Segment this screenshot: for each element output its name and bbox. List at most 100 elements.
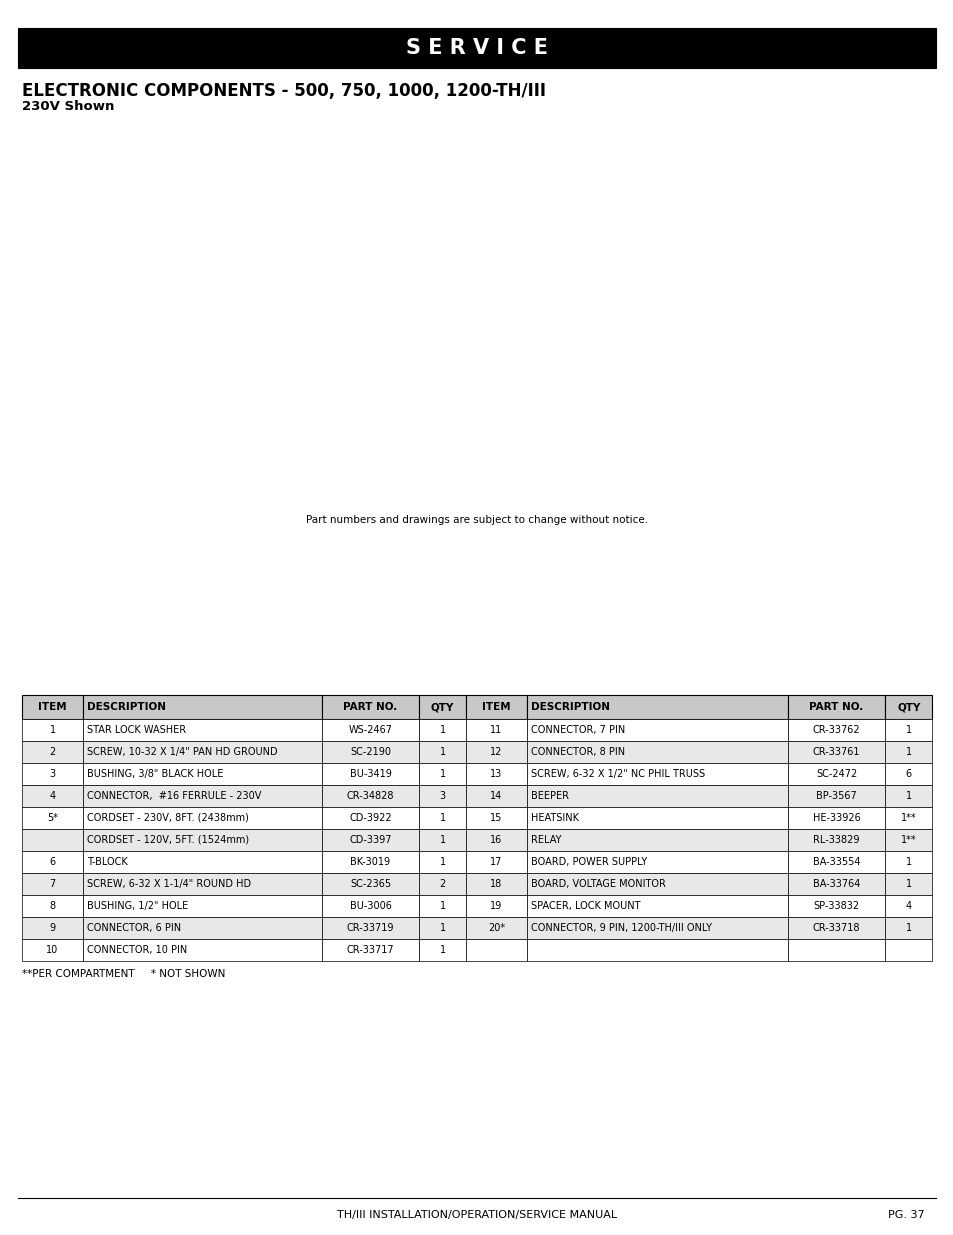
Bar bbox=[526, 918, 787, 939]
Bar bbox=[526, 873, 787, 895]
Text: 4: 4 bbox=[50, 790, 55, 802]
Text: 230V Shown: 230V Shown bbox=[22, 100, 114, 112]
Text: QTY: QTY bbox=[896, 701, 920, 713]
Text: 1**: 1** bbox=[900, 835, 916, 845]
Text: BUSHING, 3/8" BLACK HOLE: BUSHING, 3/8" BLACK HOLE bbox=[87, 769, 223, 779]
Bar bbox=[83, 895, 321, 918]
Bar bbox=[83, 785, 321, 806]
Bar bbox=[884, 785, 931, 806]
Text: BK-3019: BK-3019 bbox=[350, 857, 390, 867]
Bar bbox=[465, 939, 526, 961]
Text: 15: 15 bbox=[490, 813, 502, 823]
Text: CORDSET - 230V, 8FT. (2438mm): CORDSET - 230V, 8FT. (2438mm) bbox=[87, 813, 249, 823]
Bar bbox=[22, 806, 83, 829]
Text: BU-3006: BU-3006 bbox=[349, 902, 391, 911]
Text: CR-33718: CR-33718 bbox=[812, 923, 860, 932]
Bar bbox=[526, 763, 787, 785]
Text: 16: 16 bbox=[490, 835, 502, 845]
Text: CONNECTOR, 10 PIN: CONNECTOR, 10 PIN bbox=[87, 945, 187, 955]
Text: RL-33829: RL-33829 bbox=[813, 835, 859, 845]
Text: SPACER, LOCK MOUNT: SPACER, LOCK MOUNT bbox=[531, 902, 639, 911]
Bar bbox=[419, 851, 465, 873]
Bar bbox=[83, 918, 321, 939]
Text: BP-3567: BP-3567 bbox=[816, 790, 856, 802]
Bar bbox=[787, 806, 884, 829]
Text: 1**: 1** bbox=[900, 813, 916, 823]
Text: BA-33554: BA-33554 bbox=[812, 857, 860, 867]
Text: 1: 1 bbox=[439, 769, 445, 779]
Text: Part numbers and drawings are subject to change without notice.: Part numbers and drawings are subject to… bbox=[306, 515, 647, 525]
Text: CR-33717: CR-33717 bbox=[346, 945, 394, 955]
Text: 1: 1 bbox=[439, 923, 445, 932]
Bar bbox=[465, 785, 526, 806]
Bar bbox=[83, 806, 321, 829]
Text: BUSHING, 1/2" HOLE: BUSHING, 1/2" HOLE bbox=[87, 902, 188, 911]
Text: CR-33762: CR-33762 bbox=[812, 725, 860, 735]
Bar bbox=[465, 741, 526, 763]
Bar bbox=[321, 741, 419, 763]
Bar bbox=[419, 918, 465, 939]
Bar bbox=[18, 28, 935, 68]
Bar bbox=[419, 763, 465, 785]
Bar bbox=[321, 851, 419, 873]
Text: SP-33832: SP-33832 bbox=[813, 902, 859, 911]
Bar bbox=[884, 719, 931, 741]
Text: BA-33764: BA-33764 bbox=[812, 879, 860, 889]
Bar bbox=[22, 719, 83, 741]
Bar bbox=[321, 785, 419, 806]
Bar bbox=[787, 873, 884, 895]
Text: 2: 2 bbox=[50, 747, 55, 757]
Bar bbox=[419, 695, 465, 719]
Bar bbox=[465, 851, 526, 873]
Bar bbox=[465, 806, 526, 829]
Bar bbox=[884, 806, 931, 829]
Bar bbox=[22, 939, 83, 961]
Text: 17: 17 bbox=[490, 857, 502, 867]
Text: BEEPER: BEEPER bbox=[531, 790, 568, 802]
Bar bbox=[321, 806, 419, 829]
Text: BU-3419: BU-3419 bbox=[349, 769, 391, 779]
Text: CONNECTOR, 7 PIN: CONNECTOR, 7 PIN bbox=[531, 725, 624, 735]
Bar bbox=[22, 741, 83, 763]
Text: 3: 3 bbox=[439, 790, 445, 802]
Bar bbox=[465, 895, 526, 918]
Text: 1: 1 bbox=[439, 902, 445, 911]
Text: RELAY: RELAY bbox=[531, 835, 561, 845]
Text: ELECTRONIC COMPONENTS - 500, 750, 1000, 1200-TH/III: ELECTRONIC COMPONENTS - 500, 750, 1000, … bbox=[22, 82, 545, 100]
Bar bbox=[787, 895, 884, 918]
Text: 14: 14 bbox=[490, 790, 502, 802]
Bar bbox=[787, 785, 884, 806]
Text: 7: 7 bbox=[50, 879, 55, 889]
Bar bbox=[526, 806, 787, 829]
Text: 1: 1 bbox=[904, 725, 911, 735]
Text: CORDSET - 120V, 5FT. (1524mm): CORDSET - 120V, 5FT. (1524mm) bbox=[87, 835, 249, 845]
Bar bbox=[465, 763, 526, 785]
Text: 11: 11 bbox=[490, 725, 502, 735]
Bar bbox=[526, 719, 787, 741]
Text: PG. 37: PG. 37 bbox=[887, 1210, 924, 1220]
Bar bbox=[465, 873, 526, 895]
Bar bbox=[83, 851, 321, 873]
Bar bbox=[22, 763, 83, 785]
Bar bbox=[321, 939, 419, 961]
Text: 13: 13 bbox=[490, 769, 502, 779]
Text: CR-34828: CR-34828 bbox=[346, 790, 394, 802]
Bar bbox=[419, 785, 465, 806]
Bar bbox=[465, 829, 526, 851]
Text: HE-33926: HE-33926 bbox=[812, 813, 860, 823]
Text: SC-2365: SC-2365 bbox=[350, 879, 391, 889]
Text: ITEM: ITEM bbox=[38, 701, 67, 713]
Text: CONNECTOR, 9 PIN, 1200-TH/III ONLY: CONNECTOR, 9 PIN, 1200-TH/III ONLY bbox=[531, 923, 711, 932]
Bar bbox=[787, 719, 884, 741]
Bar bbox=[83, 873, 321, 895]
Text: CONNECTOR,  #16 FERRULE - 230V: CONNECTOR, #16 FERRULE - 230V bbox=[87, 790, 261, 802]
Text: 1: 1 bbox=[904, 923, 911, 932]
Bar bbox=[787, 829, 884, 851]
Text: 18: 18 bbox=[490, 879, 502, 889]
Bar bbox=[526, 895, 787, 918]
Text: SC-2472: SC-2472 bbox=[815, 769, 857, 779]
Text: 1: 1 bbox=[904, 747, 911, 757]
Bar bbox=[787, 918, 884, 939]
Text: CONNECTOR, 8 PIN: CONNECTOR, 8 PIN bbox=[531, 747, 624, 757]
Bar bbox=[22, 785, 83, 806]
